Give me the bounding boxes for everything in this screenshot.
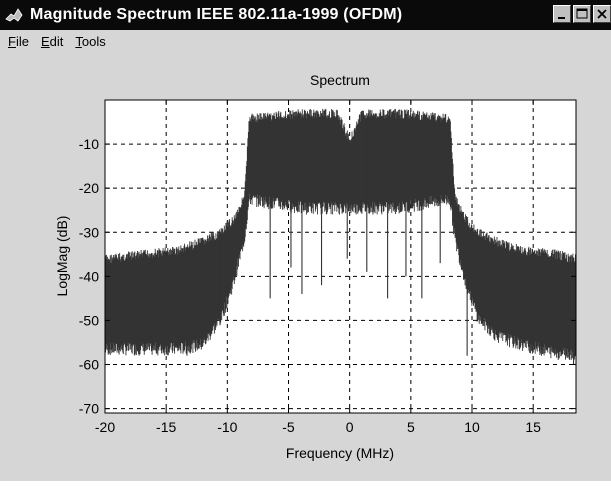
- title-bar[interactable]: Magnitude Spectrum IEEE 802.11a-1999 (OF…: [0, 0, 611, 30]
- menu-bar: File Edit Tools: [0, 30, 611, 52]
- menu-edit[interactable]: Edit: [41, 34, 63, 49]
- x-tick-label: 5: [407, 419, 415, 435]
- spectrum-chart: Spectrum -20 -15 -10 -5 0 5 10 15 -10-20-30-40-…: [54, 72, 577, 461]
- x-tick-label: 15: [525, 419, 541, 435]
- x-axis: -20 -15 -10 -5 0 5 10 15: [95, 100, 541, 435]
- x-tick-label: 10: [464, 419, 480, 435]
- close-button[interactable]: [593, 5, 611, 23]
- chart-title: Spectrum: [310, 72, 370, 88]
- maximize-icon: [576, 8, 588, 19]
- x-tick-label: -20: [95, 419, 115, 435]
- y-tick-label: -60: [79, 357, 99, 373]
- x-axis-label: Frequency (MHz): [286, 445, 394, 461]
- menu-file-accel: F: [8, 33, 16, 49]
- menu-tools[interactable]: Tools: [75, 34, 105, 49]
- y-tick-label: -40: [79, 268, 99, 284]
- y-tick-label: -30: [79, 224, 99, 240]
- window-title: Magnitude Spectrum IEEE 802.11a-1999 (OF…: [30, 6, 403, 23]
- menu-edit-accel: E: [40, 33, 50, 49]
- x-tick-label: -10: [217, 419, 237, 435]
- figure-area: Spectrum -20 -15 -10 -5 0 5 10 15 -10 -20 -30 -40-…: [0, 52, 611, 481]
- menu-edit-rest: dit: [49, 33, 64, 49]
- minimize-icon: [558, 17, 565, 19]
- matlab-icon: [4, 5, 24, 25]
- close-icon: [597, 9, 607, 19]
- menu-tools-accel: T: [75, 33, 82, 49]
- maximize-button[interactable]: [573, 5, 591, 23]
- y-axis: -10 -20 -30 -40 -50 -60 -70: [79, 136, 576, 417]
- y-axis-label: LogMag (dB): [54, 216, 70, 297]
- y-tick-label: -70: [79, 401, 99, 417]
- x-tick-label: -5: [282, 419, 295, 435]
- x-tick-label: -15: [156, 419, 176, 435]
- y-tick-label: -20: [79, 180, 99, 196]
- menu-file[interactable]: File: [8, 34, 29, 49]
- menu-tools-rest: ools: [81, 33, 106, 49]
- spectrum-trace: [104, 108, 577, 365]
- minimize-button[interactable]: [553, 5, 571, 23]
- y-tick-label: -50: [79, 312, 99, 328]
- plot-frame: [104, 99, 577, 414]
- y-tick-label: -10: [79, 136, 99, 152]
- x-tick-label: 0: [346, 419, 354, 435]
- menu-file-rest: ile: [15, 33, 29, 49]
